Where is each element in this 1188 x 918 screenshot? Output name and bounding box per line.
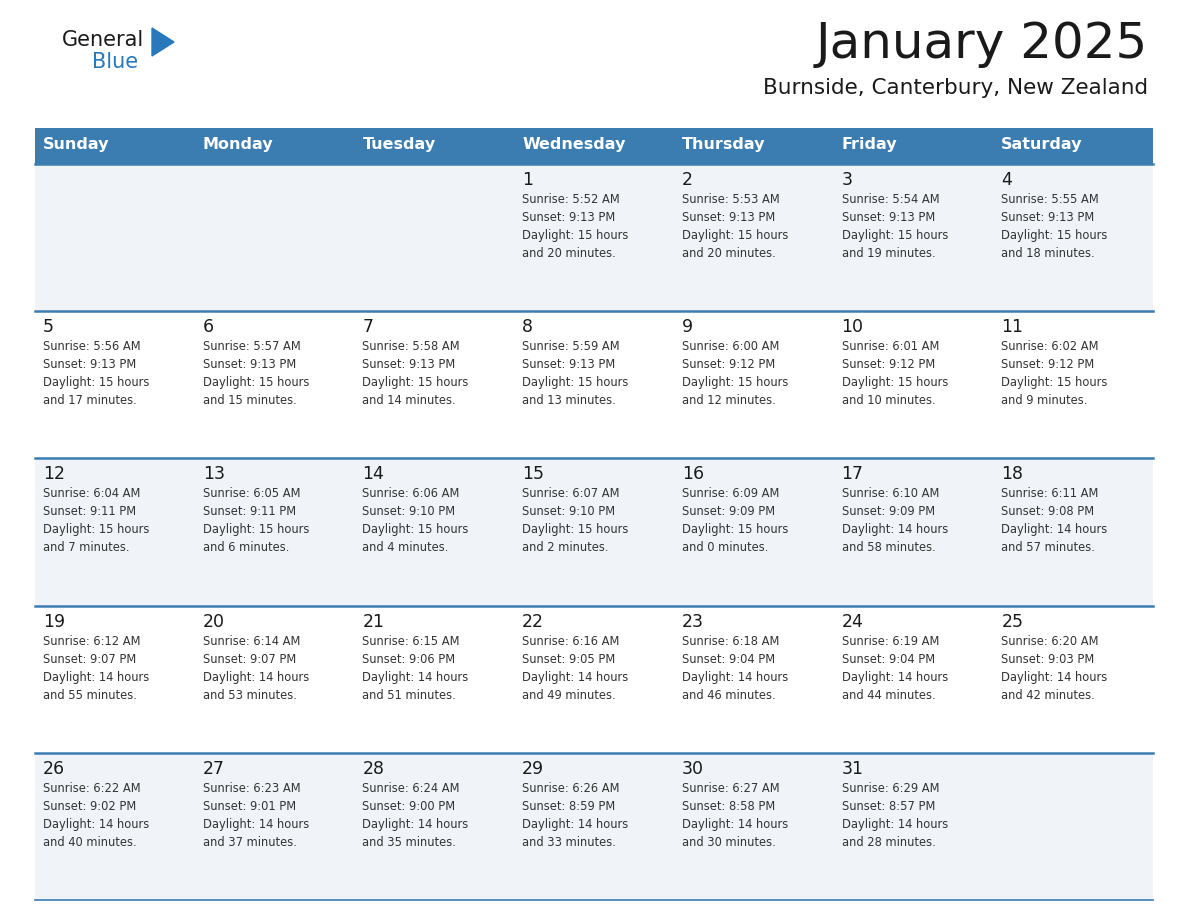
- Text: Sunrise: 5:56 AM
Sunset: 9:13 PM
Daylight: 15 hours
and 17 minutes.: Sunrise: 5:56 AM Sunset: 9:13 PM Dayligh…: [43, 341, 150, 408]
- Text: Sunrise: 6:20 AM
Sunset: 9:03 PM
Daylight: 14 hours
and 42 minutes.: Sunrise: 6:20 AM Sunset: 9:03 PM Dayligh…: [1001, 634, 1107, 701]
- Text: Sunrise: 6:23 AM
Sunset: 9:01 PM
Daylight: 14 hours
and 37 minutes.: Sunrise: 6:23 AM Sunset: 9:01 PM Dayligh…: [203, 782, 309, 849]
- Text: 1: 1: [523, 171, 533, 189]
- Text: 5: 5: [43, 319, 53, 336]
- Text: 24: 24: [841, 612, 864, 631]
- Text: 13: 13: [203, 465, 225, 484]
- Text: Thursday: Thursday: [682, 138, 765, 152]
- Bar: [674, 128, 834, 164]
- Text: 4: 4: [1001, 171, 1012, 189]
- Text: 29: 29: [523, 760, 544, 778]
- Text: Burnside, Canterbury, New Zealand: Burnside, Canterbury, New Zealand: [763, 78, 1148, 98]
- Text: Tuesday: Tuesday: [362, 138, 436, 152]
- Text: Sunrise: 6:02 AM
Sunset: 9:12 PM
Daylight: 15 hours
and 9 minutes.: Sunrise: 6:02 AM Sunset: 9:12 PM Dayligh…: [1001, 341, 1107, 408]
- Text: Blue: Blue: [91, 52, 138, 72]
- Text: Sunrise: 5:53 AM
Sunset: 9:13 PM
Daylight: 15 hours
and 20 minutes.: Sunrise: 5:53 AM Sunset: 9:13 PM Dayligh…: [682, 193, 788, 260]
- Text: 12: 12: [43, 465, 65, 484]
- Text: Sunrise: 6:06 AM
Sunset: 9:10 PM
Daylight: 15 hours
and 4 minutes.: Sunrise: 6:06 AM Sunset: 9:10 PM Dayligh…: [362, 487, 469, 554]
- Bar: [993, 128, 1154, 164]
- Text: 30: 30: [682, 760, 703, 778]
- Text: Sunrise: 6:27 AM
Sunset: 8:58 PM
Daylight: 14 hours
and 30 minutes.: Sunrise: 6:27 AM Sunset: 8:58 PM Dayligh…: [682, 782, 788, 849]
- Text: Saturday: Saturday: [1001, 138, 1082, 152]
- Text: January 2025: January 2025: [816, 20, 1148, 68]
- Text: 21: 21: [362, 612, 385, 631]
- Text: Sunrise: 6:15 AM
Sunset: 9:06 PM
Daylight: 14 hours
and 51 minutes.: Sunrise: 6:15 AM Sunset: 9:06 PM Dayligh…: [362, 634, 468, 701]
- Text: Sunrise: 6:12 AM
Sunset: 9:07 PM
Daylight: 14 hours
and 55 minutes.: Sunrise: 6:12 AM Sunset: 9:07 PM Dayligh…: [43, 634, 150, 701]
- Text: Sunrise: 6:10 AM
Sunset: 9:09 PM
Daylight: 14 hours
and 58 minutes.: Sunrise: 6:10 AM Sunset: 9:09 PM Dayligh…: [841, 487, 948, 554]
- Text: 27: 27: [203, 760, 225, 778]
- Text: 26: 26: [43, 760, 65, 778]
- Bar: [195, 128, 354, 164]
- Text: Sunrise: 5:57 AM
Sunset: 9:13 PM
Daylight: 15 hours
and 15 minutes.: Sunrise: 5:57 AM Sunset: 9:13 PM Dayligh…: [203, 341, 309, 408]
- Text: Sunrise: 6:29 AM
Sunset: 8:57 PM
Daylight: 14 hours
and 28 minutes.: Sunrise: 6:29 AM Sunset: 8:57 PM Dayligh…: [841, 782, 948, 849]
- Text: Sunrise: 6:09 AM
Sunset: 9:09 PM
Daylight: 15 hours
and 0 minutes.: Sunrise: 6:09 AM Sunset: 9:09 PM Dayligh…: [682, 487, 788, 554]
- Text: Monday: Monday: [203, 138, 273, 152]
- Text: 7: 7: [362, 319, 373, 336]
- Text: 16: 16: [682, 465, 704, 484]
- Bar: [354, 128, 514, 164]
- Text: Sunrise: 6:07 AM
Sunset: 9:10 PM
Daylight: 15 hours
and 2 minutes.: Sunrise: 6:07 AM Sunset: 9:10 PM Dayligh…: [523, 487, 628, 554]
- Text: 22: 22: [523, 612, 544, 631]
- Text: 19: 19: [43, 612, 65, 631]
- Text: 10: 10: [841, 319, 864, 336]
- Text: 28: 28: [362, 760, 385, 778]
- Text: 8: 8: [523, 319, 533, 336]
- Text: 11: 11: [1001, 319, 1023, 336]
- Text: Sunrise: 6:22 AM
Sunset: 9:02 PM
Daylight: 14 hours
and 40 minutes.: Sunrise: 6:22 AM Sunset: 9:02 PM Dayligh…: [43, 782, 150, 849]
- Bar: [514, 128, 674, 164]
- Text: 6: 6: [203, 319, 214, 336]
- Text: 14: 14: [362, 465, 384, 484]
- Text: Sunrise: 5:58 AM
Sunset: 9:13 PM
Daylight: 15 hours
and 14 minutes.: Sunrise: 5:58 AM Sunset: 9:13 PM Dayligh…: [362, 341, 469, 408]
- Text: 2: 2: [682, 171, 693, 189]
- Text: 18: 18: [1001, 465, 1023, 484]
- Bar: [834, 128, 993, 164]
- Polygon shape: [152, 28, 173, 56]
- Bar: [34, 128, 195, 164]
- Bar: [34, 311, 1154, 458]
- Text: Sunrise: 6:04 AM
Sunset: 9:11 PM
Daylight: 15 hours
and 7 minutes.: Sunrise: 6:04 AM Sunset: 9:11 PM Dayligh…: [43, 487, 150, 554]
- Text: Sunrise: 6:16 AM
Sunset: 9:05 PM
Daylight: 14 hours
and 49 minutes.: Sunrise: 6:16 AM Sunset: 9:05 PM Dayligh…: [523, 634, 628, 701]
- Text: 31: 31: [841, 760, 864, 778]
- Text: Sunrise: 6:24 AM
Sunset: 9:00 PM
Daylight: 14 hours
and 35 minutes.: Sunrise: 6:24 AM Sunset: 9:00 PM Dayligh…: [362, 782, 468, 849]
- Text: Friday: Friday: [841, 138, 897, 152]
- Text: Wednesday: Wednesday: [523, 138, 626, 152]
- Text: 20: 20: [203, 612, 225, 631]
- Text: Sunrise: 5:54 AM
Sunset: 9:13 PM
Daylight: 15 hours
and 19 minutes.: Sunrise: 5:54 AM Sunset: 9:13 PM Dayligh…: [841, 193, 948, 260]
- Text: Sunday: Sunday: [43, 138, 109, 152]
- Text: 3: 3: [841, 171, 853, 189]
- Text: Sunrise: 6:14 AM
Sunset: 9:07 PM
Daylight: 14 hours
and 53 minutes.: Sunrise: 6:14 AM Sunset: 9:07 PM Dayligh…: [203, 634, 309, 701]
- Text: Sunrise: 5:59 AM
Sunset: 9:13 PM
Daylight: 15 hours
and 13 minutes.: Sunrise: 5:59 AM Sunset: 9:13 PM Dayligh…: [523, 341, 628, 408]
- Text: Sunrise: 6:26 AM
Sunset: 8:59 PM
Daylight: 14 hours
and 33 minutes.: Sunrise: 6:26 AM Sunset: 8:59 PM Dayligh…: [523, 782, 628, 849]
- Bar: [34, 606, 1154, 753]
- Text: 23: 23: [682, 612, 703, 631]
- Text: Sunrise: 6:11 AM
Sunset: 9:08 PM
Daylight: 14 hours
and 57 minutes.: Sunrise: 6:11 AM Sunset: 9:08 PM Dayligh…: [1001, 487, 1107, 554]
- Text: 25: 25: [1001, 612, 1023, 631]
- Text: 9: 9: [682, 319, 693, 336]
- Text: Sunrise: 5:55 AM
Sunset: 9:13 PM
Daylight: 15 hours
and 18 minutes.: Sunrise: 5:55 AM Sunset: 9:13 PM Dayligh…: [1001, 193, 1107, 260]
- Bar: [34, 753, 1154, 900]
- Text: Sunrise: 6:19 AM
Sunset: 9:04 PM
Daylight: 14 hours
and 44 minutes.: Sunrise: 6:19 AM Sunset: 9:04 PM Dayligh…: [841, 634, 948, 701]
- Text: Sunrise: 6:01 AM
Sunset: 9:12 PM
Daylight: 15 hours
and 10 minutes.: Sunrise: 6:01 AM Sunset: 9:12 PM Dayligh…: [841, 341, 948, 408]
- Text: General: General: [62, 30, 144, 50]
- Text: Sunrise: 5:52 AM
Sunset: 9:13 PM
Daylight: 15 hours
and 20 minutes.: Sunrise: 5:52 AM Sunset: 9:13 PM Dayligh…: [523, 193, 628, 260]
- Text: Sunrise: 6:00 AM
Sunset: 9:12 PM
Daylight: 15 hours
and 12 minutes.: Sunrise: 6:00 AM Sunset: 9:12 PM Dayligh…: [682, 341, 788, 408]
- Text: Sunrise: 6:18 AM
Sunset: 9:04 PM
Daylight: 14 hours
and 46 minutes.: Sunrise: 6:18 AM Sunset: 9:04 PM Dayligh…: [682, 634, 788, 701]
- Bar: [34, 164, 1154, 311]
- Bar: [34, 458, 1154, 606]
- Text: Sunrise: 6:05 AM
Sunset: 9:11 PM
Daylight: 15 hours
and 6 minutes.: Sunrise: 6:05 AM Sunset: 9:11 PM Dayligh…: [203, 487, 309, 554]
- Text: 15: 15: [523, 465, 544, 484]
- Text: 17: 17: [841, 465, 864, 484]
